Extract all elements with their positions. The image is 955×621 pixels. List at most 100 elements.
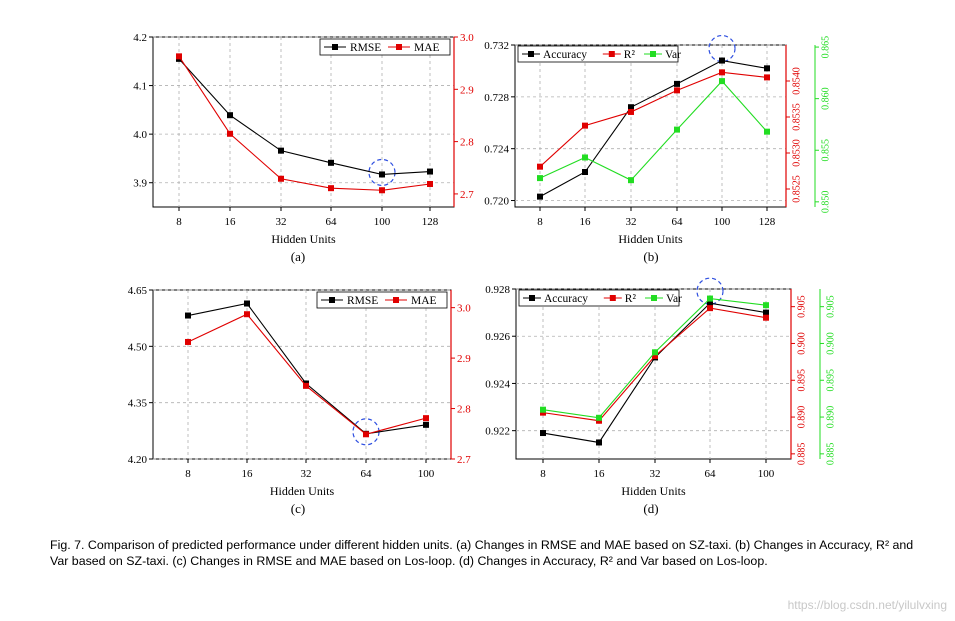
data-point-mae (227, 130, 233, 137)
legend-label: RMSE (350, 42, 381, 54)
x-tick-label: 100 (374, 216, 391, 228)
y-left-tick-label: 3.9 (133, 178, 147, 190)
data-point-mae (427, 180, 433, 187)
data-point-rmse (227, 112, 233, 119)
legend-marker (609, 295, 616, 301)
data-point-var (764, 128, 770, 135)
data-point-r2 (719, 69, 725, 76)
data-point-r2 (652, 352, 658, 359)
y-left-tick-label: 0.922 (485, 426, 510, 438)
y-left-tick-label: 4.2 (133, 32, 147, 44)
legend-box (316, 291, 448, 309)
x-tick-label: 64 (672, 216, 684, 228)
legend-marker (528, 51, 534, 57)
y-left-tick-label: 0.928 (485, 284, 510, 296)
legend-marker (396, 44, 402, 50)
data-point-var (540, 406, 546, 413)
legend-marker (651, 295, 657, 301)
data-point-var (537, 175, 543, 182)
x-tick-label: 64 (361, 468, 373, 480)
data-point-accuracy (582, 169, 588, 176)
x-tick-label: 8 (176, 216, 182, 228)
legend-marker (650, 51, 656, 57)
series-line-rmse (187, 302, 427, 435)
y-left-tick-label: 4.0 (133, 129, 147, 141)
y-right-tick-label: 0.8535 (791, 103, 802, 131)
data-point-mae (303, 382, 309, 389)
data-point-var (707, 295, 713, 302)
y-right-tick-label: 2.7 (457, 454, 471, 466)
data-point-var (652, 349, 658, 356)
legend-label: R² (624, 49, 636, 61)
data-point-accuracy (628, 104, 634, 111)
y-left-tick-label: 0.720 (484, 196, 509, 208)
y-right-tick-label: 2.9 (460, 84, 474, 96)
legend-label: R² (625, 293, 637, 305)
x-tick-label: 8 (540, 468, 546, 480)
y-left-tick-label: 4.35 (128, 398, 148, 410)
subplot-label: (a) (291, 249, 305, 264)
y-left-tick-label: 0.732 (484, 40, 509, 52)
data-point-mae (185, 338, 191, 345)
legend-label: Var (666, 293, 682, 305)
data-point-r2 (674, 87, 680, 94)
legend-label: MAE (411, 295, 437, 307)
x-tick-label: 100 (418, 468, 435, 480)
y2-tick-label: 0.860 (820, 87, 831, 110)
data-point-accuracy (719, 57, 725, 64)
data-point-mae (363, 431, 369, 438)
data-point-var (674, 126, 680, 133)
x-tick-label: 16 (225, 216, 237, 228)
data-point-rmse (185, 312, 191, 319)
x-axis-label: Hidden Units (618, 232, 683, 246)
data-point-rmse (427, 168, 433, 175)
legend-label: MAE (414, 42, 440, 54)
x-axis-label: Hidden Units (271, 232, 336, 246)
subplot-label: (c) (291, 501, 305, 516)
y-right-tick-label: 2.9 (457, 353, 471, 365)
data-point-var (596, 414, 602, 421)
y-right-tick-label: 0.8525 (791, 175, 802, 203)
y-left-tick-label: 4.50 (128, 341, 148, 353)
series-line-var (539, 80, 768, 181)
y2-tick-label: 0.905 (825, 295, 836, 318)
data-point-accuracy (764, 65, 770, 72)
data-point-var (719, 78, 725, 85)
chart-b: 8 16 32 64 100 128 0.720 0.724 0.728 0.732 0.8525 0… (484, 34, 831, 264)
legend-box (518, 289, 680, 307)
x-tick-label: 100 (758, 468, 775, 480)
series-line-accuracy (542, 302, 767, 444)
y-right-tick-label: 3.0 (460, 32, 474, 44)
data-point-rmse (423, 421, 429, 428)
legend: Accuracy R² Var (518, 289, 682, 307)
y-left-tick-label: 4.20 (128, 454, 148, 466)
y-right-tick-label: 0.895 (796, 369, 807, 392)
y-right-tick-label: 2.7 (460, 189, 474, 201)
data-point-mae (379, 187, 385, 194)
x-tick-label: 8 (185, 468, 191, 480)
highlight-circle (368, 158, 396, 187)
figure-caption: Fig. 7. Comparison of predicted performa… (50, 538, 914, 568)
y2-tick-label: 0.890 (825, 406, 836, 429)
series-line-rmse (178, 58, 431, 176)
legend-marker (329, 297, 335, 303)
y-right-tick-label: 2.8 (460, 137, 474, 149)
series-line-accuracy (539, 59, 768, 198)
x-axis-label: Hidden Units (621, 484, 686, 498)
chart-c: 8 16 32 64 100 4.20 4.35 4.50 4.65 2.7 2.8 2.9 3.0 RM… (128, 285, 472, 516)
x-tick-label: 16 (594, 468, 606, 480)
series-line-r2 (542, 307, 767, 422)
y-right-tick-label: 0.890 (796, 406, 807, 429)
legend: RMSE MAE (316, 291, 448, 309)
legend-marker (529, 295, 535, 301)
x-tick-label: 8 (537, 216, 543, 228)
x-tick-label: 64 (705, 468, 717, 480)
data-point-var (628, 177, 634, 184)
watermark: https://blog.csdn.net/yilulvxing (787, 598, 947, 612)
data-point-accuracy (596, 439, 602, 446)
y-left-tick-label: 0.924 (485, 378, 510, 390)
y-left-tick-label: 0.926 (485, 331, 510, 343)
data-point-r2 (582, 122, 588, 129)
x-tick-label: 128 (422, 216, 439, 228)
